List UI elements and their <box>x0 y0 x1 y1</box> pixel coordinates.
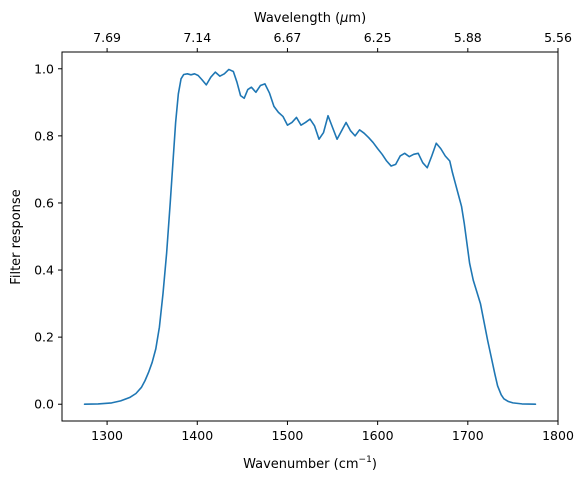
y-axis: 0.0 0.2 0.4 0.6 0.8 1.0 <box>34 61 62 412</box>
y-tick-label: 0.2 <box>34 330 54 345</box>
x-tick-label: 1400 <box>181 428 213 443</box>
top-tick-label: 6.25 <box>364 30 392 45</box>
top-axis: 7.69 7.14 6.67 6.25 5.88 5.56 <box>93 30 572 52</box>
x-axis: 1300 1400 1500 1600 1700 1800 <box>91 421 574 443</box>
x-tick-label: 1500 <box>272 428 304 443</box>
x-tick-label: 1700 <box>452 428 484 443</box>
top-x-axis-label: Wavelength (μm) <box>254 11 366 26</box>
x-tick-label: 1300 <box>91 428 123 443</box>
x-tick-label: 1600 <box>362 428 394 443</box>
y-tick-label: 0.6 <box>34 195 54 210</box>
y-axis-label: Filter response <box>9 189 24 284</box>
y-tick-label: 0.0 <box>34 397 54 412</box>
top-tick-label: 7.69 <box>93 30 121 45</box>
top-tick-label: 5.88 <box>454 30 482 45</box>
y-tick-label: 1.0 <box>34 61 54 76</box>
top-tick-label: 5.56 <box>544 30 572 45</box>
plot-frame <box>61 51 559 422</box>
plot-background <box>62 52 558 421</box>
top-tick-label: 6.67 <box>274 30 302 45</box>
series-line-0 <box>83 68 537 406</box>
x-tick-label: 1800 <box>542 428 574 443</box>
y-tick-label: 0.4 <box>34 263 54 278</box>
top-tick-label: 7.14 <box>183 30 211 45</box>
y-tick-label: 0.8 <box>34 128 54 143</box>
x-axis-label: Wavenumber (cm−1) <box>243 455 377 472</box>
series-layer <box>83 68 537 406</box>
